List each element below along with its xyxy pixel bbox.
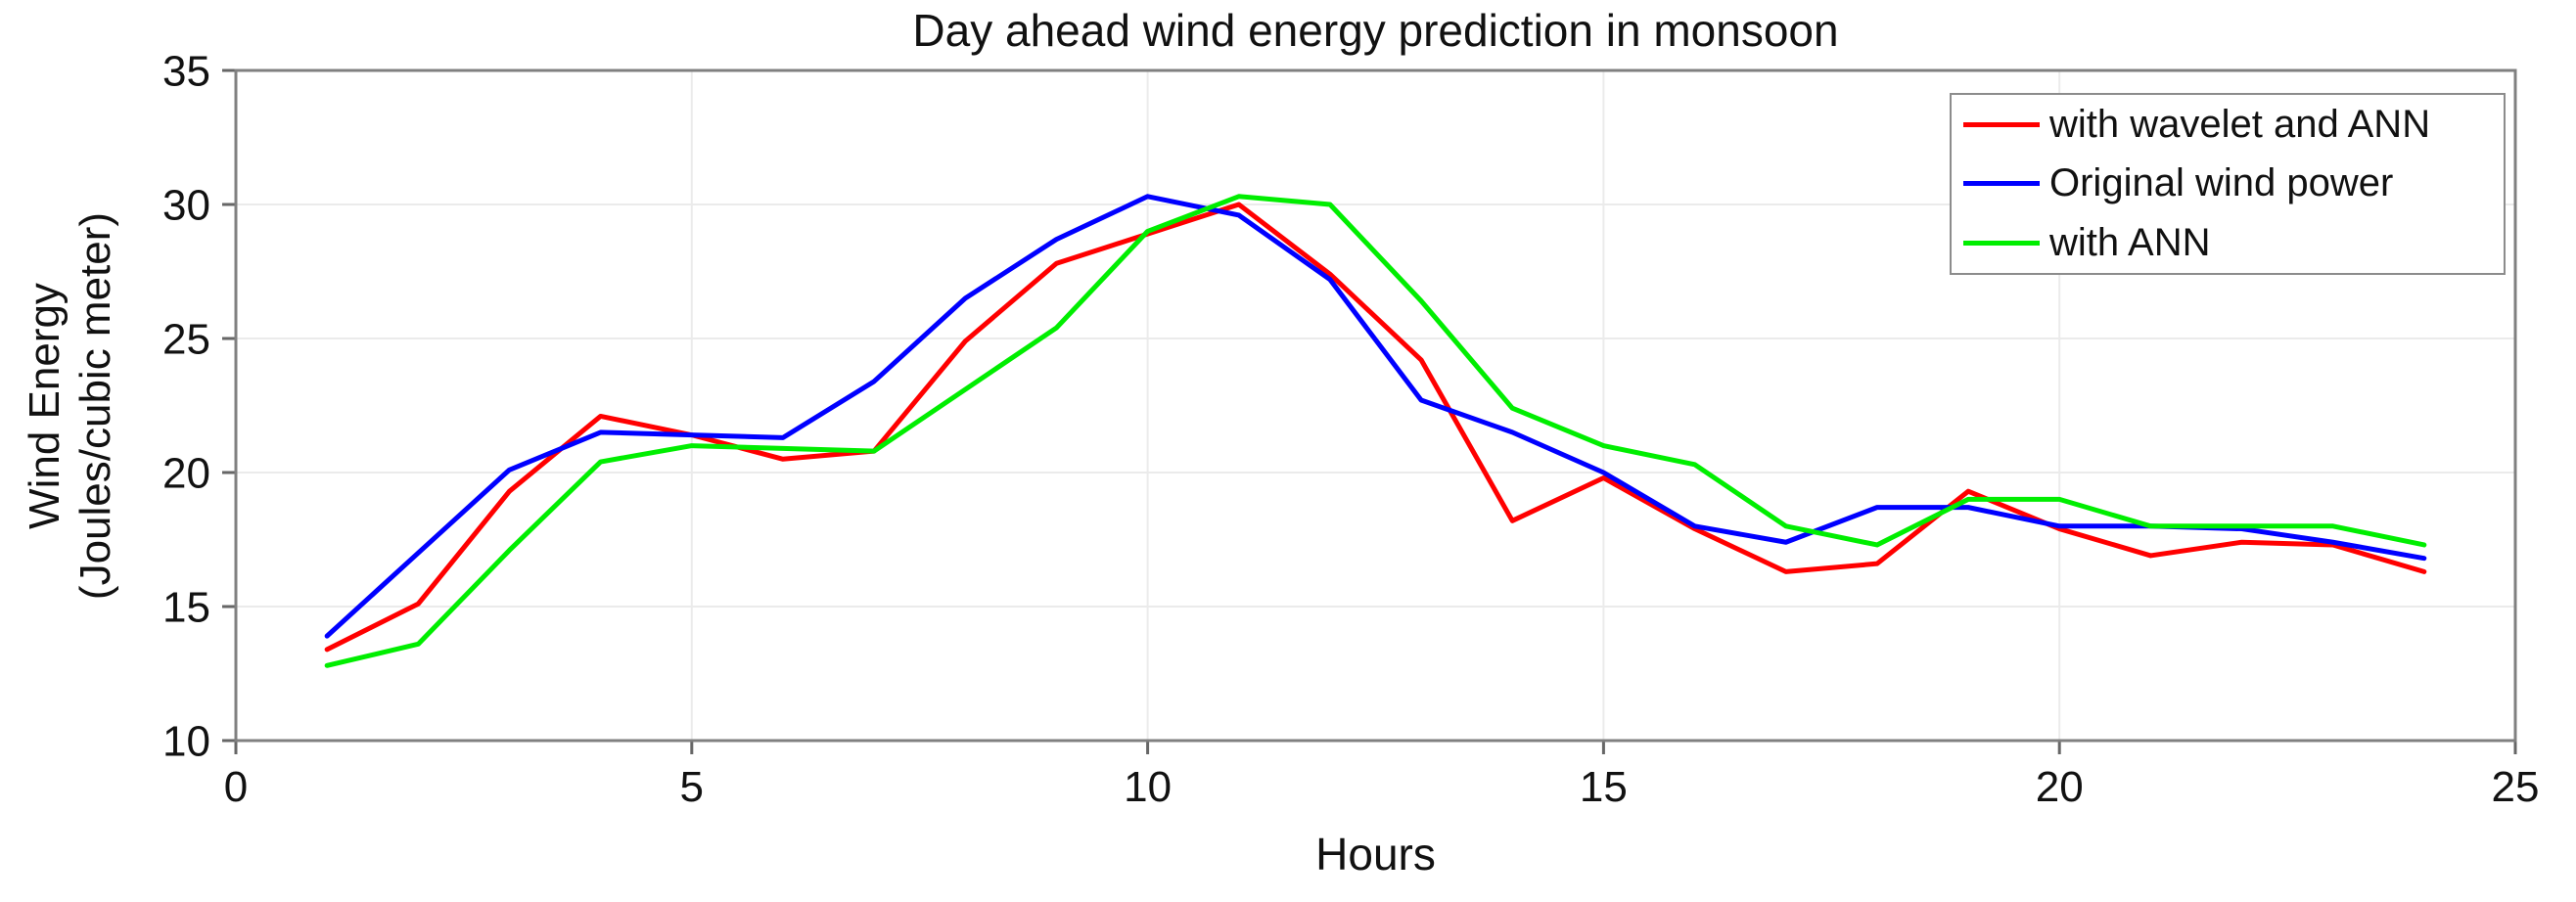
legend-item: Original wind power — [1952, 155, 2504, 214]
y-tick-label: 25 — [162, 315, 210, 363]
legend-label: with wavelet and ANN — [2049, 102, 2431, 146]
legend-label: Original wind power — [2049, 161, 2394, 205]
series-line-with-ann — [324, 194, 2427, 668]
legend-label: with ANN — [2049, 221, 2211, 265]
x-tick-label: 15 — [1580, 763, 1628, 811]
legend-item: with wavelet and ANN — [1952, 95, 2504, 155]
series-line-original-wind-power — [324, 194, 2427, 639]
x-tick-label: 5 — [680, 763, 704, 811]
x-tick-label: 10 — [1124, 763, 1172, 811]
y-tick-label: 15 — [162, 583, 210, 631]
legend: with wavelet and ANN Original wind power… — [1950, 93, 2506, 275]
y-tick-label: 20 — [162, 449, 210, 497]
chart-title: Day ahead wind energy prediction in mons… — [912, 5, 1839, 56]
y-tick-label: 10 — [162, 717, 210, 765]
legend-line-sample-blue — [1963, 181, 2040, 187]
legend-line-sample-green — [1963, 241, 2040, 247]
plot-frame — [234, 68, 2517, 743]
series-line-with-wavelet-and-ann — [324, 202, 2427, 653]
legend-line-sample-red — [1963, 121, 2040, 127]
y-tick-label: 30 — [162, 181, 210, 229]
legend-item: with ANN — [1952, 213, 2504, 273]
y-axis-label-line2: (Joules/cubic meter) — [71, 211, 119, 601]
y-axis-label-line1: Wind Energy — [21, 283, 69, 529]
x-axis-label: Hours — [1315, 829, 1436, 879]
x-tick-label: 25 — [2492, 763, 2540, 811]
x-tick-label: 0 — [224, 763, 248, 811]
y-tick-label: 35 — [162, 47, 210, 95]
x-tick-label: 20 — [2036, 763, 2084, 811]
